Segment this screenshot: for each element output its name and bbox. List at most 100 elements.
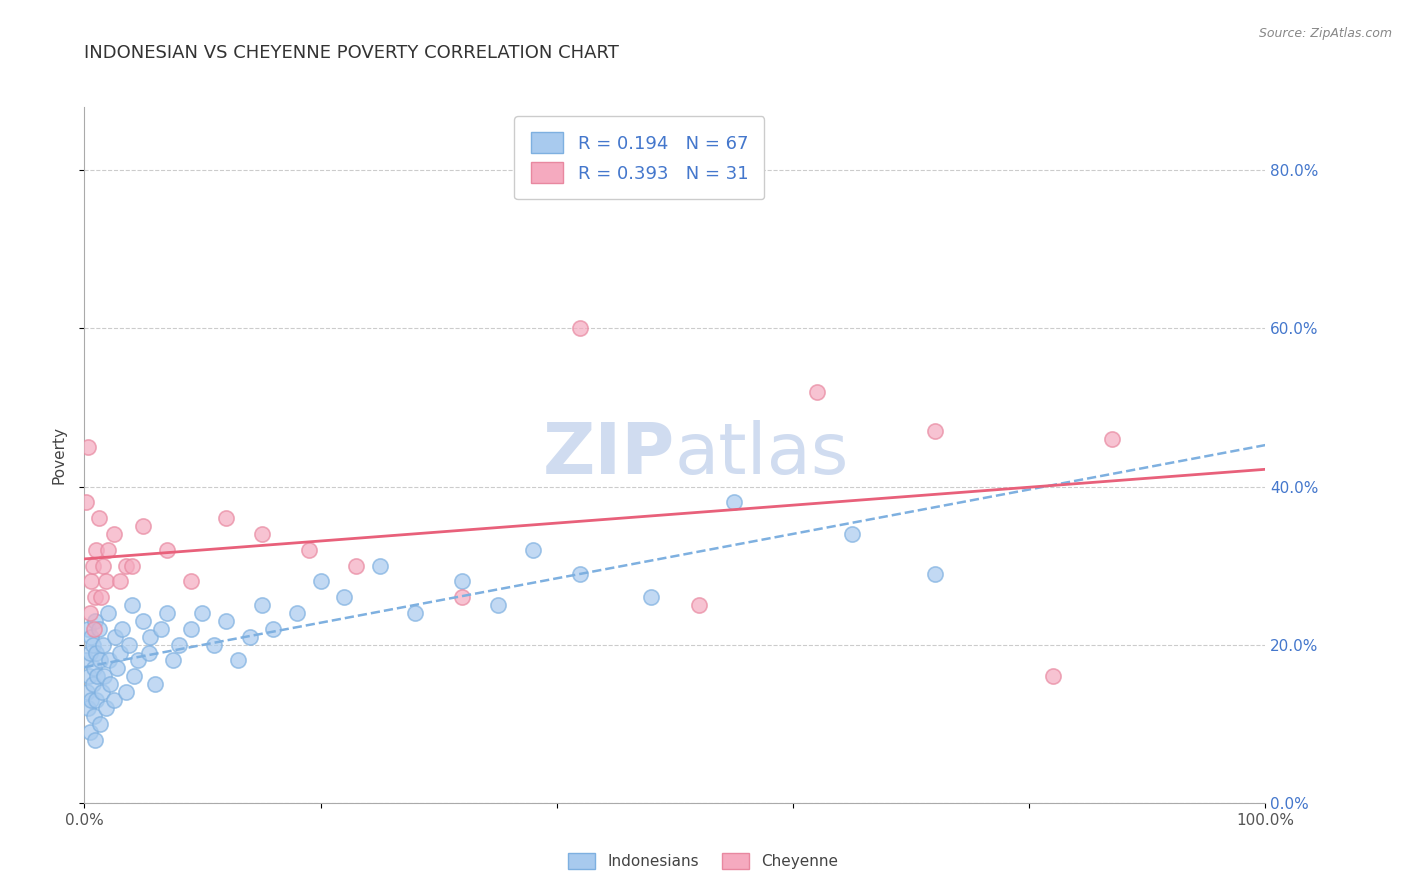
Point (309, 574, 332, 589)
Point (94, 701, 117, 715)
Point (114, 558, 136, 573)
Point (132, 614, 155, 628)
Point (87, 511, 110, 525)
Point (344, 558, 367, 573)
Text: INDONESIAN VS CHEYENNE POVERTY CORRELATION CHART: INDONESIAN VS CHEYENNE POVERTY CORRELATI… (84, 45, 619, 62)
Point (841, 527, 863, 541)
Point (226, 653, 249, 667)
Point (97, 542, 120, 557)
Point (250, 598, 273, 612)
Point (114, 685, 136, 699)
Point (139, 630, 162, 644)
Point (1101, 432, 1123, 446)
Point (91, 558, 114, 573)
Point (80, 574, 103, 589)
Point (84, 646, 107, 660)
Point (77, 669, 100, 683)
Point (79, 606, 101, 620)
Point (640, 591, 662, 605)
Point (91, 638, 114, 652)
Point (180, 574, 202, 589)
Point (97, 606, 120, 620)
Point (333, 591, 356, 605)
Point (806, 384, 828, 399)
Point (82, 677, 104, 691)
Point (156, 542, 179, 557)
Point (91, 685, 114, 699)
Text: Source: ZipAtlas.com: Source: ZipAtlas.com (1258, 27, 1392, 40)
Point (202, 638, 225, 652)
Point (93, 669, 115, 683)
Point (89, 716, 111, 731)
Point (191, 606, 214, 620)
Point (122, 669, 145, 683)
Point (215, 511, 238, 525)
Point (80, 630, 103, 644)
Point (103, 527, 125, 541)
Point (103, 693, 125, 707)
Point (83, 661, 105, 675)
Point (285, 606, 308, 620)
Point (84, 614, 107, 628)
Point (368, 558, 391, 573)
Point (569, 321, 592, 335)
Point (77, 440, 100, 454)
Text: ZIP: ZIP (543, 420, 675, 490)
Point (98, 677, 121, 691)
Point (107, 661, 129, 675)
Point (84, 542, 107, 557)
Point (121, 598, 143, 612)
Point (87, 622, 110, 636)
Point (86, 669, 108, 683)
Point (451, 591, 474, 605)
Point (94, 574, 117, 589)
Point (104, 630, 127, 644)
Point (84, 732, 107, 747)
Point (522, 542, 544, 557)
Y-axis label: Poverty: Poverty (51, 425, 66, 484)
Point (121, 558, 143, 573)
Point (167, 638, 190, 652)
Point (118, 638, 141, 652)
Point (77, 622, 100, 636)
Point (404, 606, 426, 620)
Point (90, 591, 112, 605)
Point (298, 542, 321, 557)
Point (111, 622, 134, 636)
Point (143, 677, 166, 691)
Point (82, 558, 104, 573)
Point (82, 638, 104, 652)
Point (127, 653, 149, 667)
Point (80, 693, 103, 707)
Point (162, 653, 184, 667)
Point (84, 693, 107, 707)
Point (84, 591, 107, 605)
Point (569, 566, 592, 581)
Point (215, 614, 238, 628)
Point (156, 606, 179, 620)
Point (83, 708, 105, 723)
Point (924, 424, 946, 438)
Point (1042, 669, 1064, 683)
Legend: Indonesians, Cheyenne: Indonesians, Cheyenne (561, 847, 845, 875)
Text: atlas: atlas (675, 420, 849, 490)
Point (180, 622, 202, 636)
Point (75, 653, 97, 667)
Point (486, 598, 509, 612)
Point (75, 495, 97, 509)
Point (76, 685, 98, 699)
Point (132, 519, 155, 533)
Point (262, 622, 284, 636)
Point (138, 646, 160, 660)
Legend: R = 0.194   N = 67, R = 0.393   N = 31: R = 0.194 N = 67, R = 0.393 N = 31 (515, 116, 765, 199)
Point (79, 724, 101, 739)
Point (98, 653, 121, 667)
Point (150, 622, 173, 636)
Point (108, 646, 131, 660)
Point (77, 701, 100, 715)
Point (83, 622, 105, 636)
Point (451, 574, 474, 589)
Point (239, 630, 262, 644)
Point (89, 653, 111, 667)
Point (924, 566, 946, 581)
